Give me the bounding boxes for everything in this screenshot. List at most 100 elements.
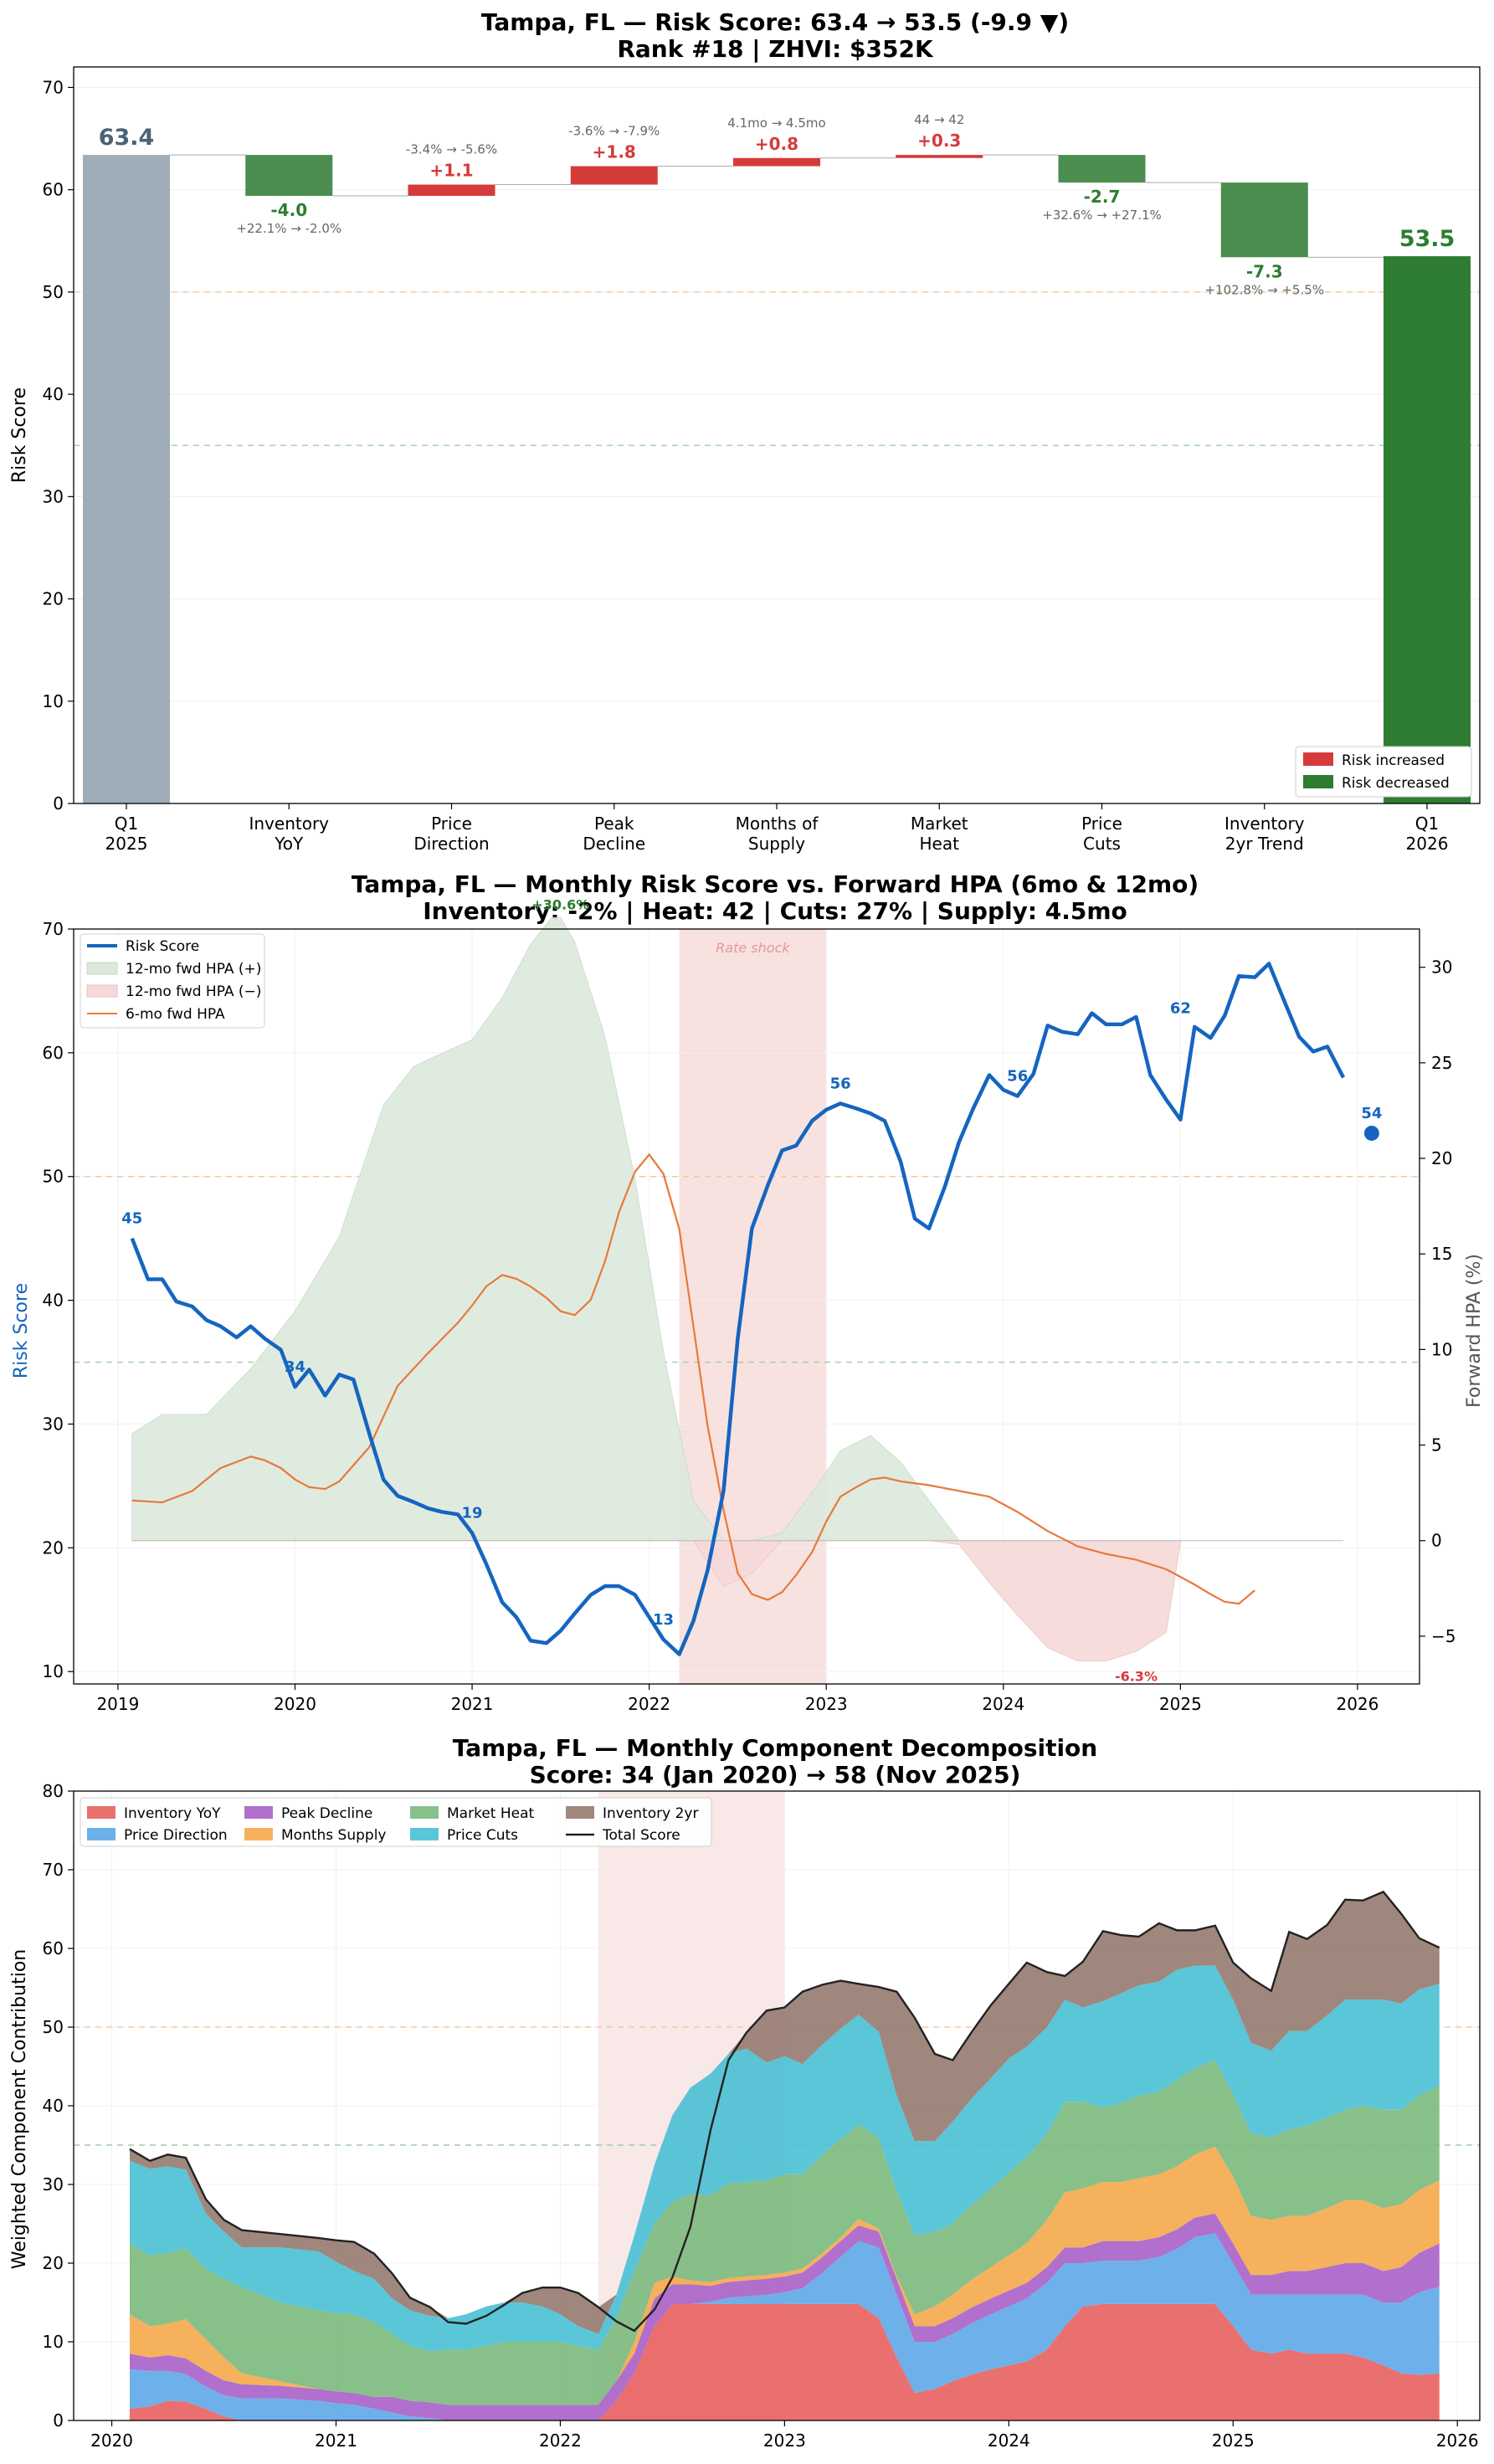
bar-step xyxy=(1220,182,1308,258)
legend-label: Price Direction xyxy=(124,1827,228,1844)
area-months-supply xyxy=(129,2146,1440,2405)
risk-hpa-subtitle: Inventory: -2% | Heat: 42 | Cuts: 27% | … xyxy=(423,897,1127,925)
delta-label: -7.3 xyxy=(1246,261,1283,281)
y-tick-label: 10 xyxy=(43,2332,64,2352)
y-tick-label: 0 xyxy=(53,793,64,814)
y-tick-label: 40 xyxy=(43,384,64,404)
total-score-line xyxy=(129,1890,1440,2333)
change-note: +22.1% → -2.0% xyxy=(236,221,341,236)
y-tick-label: 60 xyxy=(43,180,64,200)
x-tick-label: 2020 xyxy=(90,2431,133,2451)
x-tick-label: Decline xyxy=(583,834,645,854)
area-inventory-yoy xyxy=(129,2303,1440,2420)
y2-tick-label: −5 xyxy=(1431,1626,1455,1646)
risk-point-label: 19 xyxy=(462,1505,483,1522)
risk-score-line xyxy=(130,962,1346,1656)
legend-swatch xyxy=(87,1806,116,1819)
risk-hpa-plot-frame xyxy=(73,928,1420,1685)
x-tick-label: 2024 xyxy=(982,1694,1024,1714)
decomp-ylabel: Weighted Component Contribution xyxy=(9,1949,30,2269)
legend-swatch-increase xyxy=(1303,752,1333,766)
area-price-direction xyxy=(129,2233,1440,2420)
hpa12-peak-label: +30.6% xyxy=(531,896,589,912)
hpa6-line xyxy=(131,1152,1255,1605)
change-note: 44 → 42 xyxy=(914,112,964,127)
x-tick-label: Market xyxy=(911,814,968,834)
legend-label-hpa6: 6-mo fwd HPA xyxy=(126,1006,225,1023)
change-note: 4.1mo → 4.5mo xyxy=(727,116,825,131)
legend-label-hpa-pos: 12-mo fwd HPA (+) xyxy=(126,961,261,978)
legend-label: Months Supply xyxy=(281,1827,386,1844)
x-tick-label: Heat xyxy=(920,834,960,854)
risk-point-label: 45 xyxy=(121,1210,142,1228)
x-tick-label: 2024 xyxy=(988,2431,1030,2451)
area-price-cuts xyxy=(129,1965,1440,2352)
x-tick-label: 2021 xyxy=(315,2431,357,2451)
y-tick-label: 80 xyxy=(43,1781,64,1801)
legend-swatch-decrease xyxy=(1303,775,1333,788)
bar-start xyxy=(83,155,170,804)
x-tick-label: 2026 xyxy=(1336,1694,1378,1714)
x-tick-label: YoY xyxy=(274,834,304,854)
risk-point-label: 34 xyxy=(285,1358,305,1376)
x-tick-label: Direction xyxy=(413,834,489,854)
x-tick-label: 2022 xyxy=(539,2431,582,2451)
delta-label: +0.3 xyxy=(917,131,961,151)
x-tick-label: 2025 xyxy=(1159,1694,1202,1714)
x-tick-label: 2026 xyxy=(1406,834,1449,854)
x-tick-label: 2025 xyxy=(105,834,148,854)
x-tick-label: Months of xyxy=(736,814,819,834)
delta-label: +1.8 xyxy=(593,142,636,162)
x-tick-label: 2020 xyxy=(274,1694,316,1714)
legend-label: Inventory 2yr xyxy=(603,1805,698,1822)
legend-swatch xyxy=(87,1828,116,1840)
risk-hpa-ylabel: Risk Score xyxy=(11,1283,32,1378)
legend-swatch xyxy=(244,1828,273,1840)
x-tick-label: Peak xyxy=(594,814,634,834)
y2-tick-label: 5 xyxy=(1431,1435,1442,1455)
x-tick-label: 2yr Trend xyxy=(1225,834,1304,854)
x-tick-label: 2021 xyxy=(451,1694,494,1714)
y-tick-label: 40 xyxy=(43,1291,64,1311)
change-note: -3.6% → -7.9% xyxy=(568,124,660,139)
waterfall-subtitle: Rank #18 | ZHVI: $352K xyxy=(617,35,934,63)
risk-point-label: 56 xyxy=(830,1075,851,1092)
y-tick-label: 60 xyxy=(43,1938,64,1958)
risk-hpa-title: Tampa, FL — Monthly Risk Score vs. Forwa… xyxy=(352,870,1199,898)
y2-tick-label: 15 xyxy=(1431,1244,1452,1264)
y-tick-label: 20 xyxy=(43,589,64,609)
bar-end xyxy=(1384,256,1471,804)
y2-tick-label: 10 xyxy=(1431,1339,1452,1359)
risk-point-label: 56 xyxy=(1007,1068,1028,1086)
decomp-legend: Inventory YoY Price Direction Peak Decline… xyxy=(80,1797,712,1847)
waterfall-ylabel: Risk Score xyxy=(9,388,30,483)
y-tick-label: 0 xyxy=(53,2410,64,2431)
risk-point-label: 62 xyxy=(1170,999,1191,1017)
label-end: 53.5 xyxy=(1399,226,1455,252)
x-tick-label: 2022 xyxy=(628,1694,670,1714)
waterfall-panel: Tampa, FL — Risk Score: 63.4 → 53.5 (-9.… xyxy=(9,8,1481,854)
legend-label: Price Cuts xyxy=(447,1827,518,1844)
y-tick-label: 50 xyxy=(43,2017,64,2037)
legend-label-hpa-neg: 12-mo fwd HPA (−) xyxy=(126,983,261,1000)
y-tick-label: 30 xyxy=(43,486,64,506)
hpa12-trough-label: -6.3% xyxy=(1115,1669,1158,1685)
decomposition-panel: Tampa, FL — Monthly Component Decomposit… xyxy=(9,1734,1481,2451)
waterfall-legend: Risk increased Risk decreased xyxy=(1295,746,1472,798)
y-tick-label: 20 xyxy=(43,2253,64,2273)
x-tick-label: 2025 xyxy=(1212,2431,1255,2451)
change-note: +32.6% → +27.1% xyxy=(1042,208,1162,223)
x-tick-label: Inventory xyxy=(249,814,329,834)
x-tick-label: Supply xyxy=(748,834,805,854)
y-tick-label: 70 xyxy=(43,919,64,939)
y2-tick-label: 25 xyxy=(1431,1053,1452,1073)
y2-tick-label: 0 xyxy=(1431,1531,1442,1551)
y-tick-label: 10 xyxy=(43,1661,64,1681)
waterfall-title: Tampa, FL — Risk Score: 63.4 → 53.5 (-9.… xyxy=(481,8,1069,36)
delta-label: -4.0 xyxy=(270,200,307,220)
x-tick-label: Inventory xyxy=(1224,814,1305,834)
y-tick-label: 40 xyxy=(43,2096,64,2116)
x-tick-label: 2019 xyxy=(96,1694,139,1714)
y-tick-label: 50 xyxy=(43,282,64,302)
